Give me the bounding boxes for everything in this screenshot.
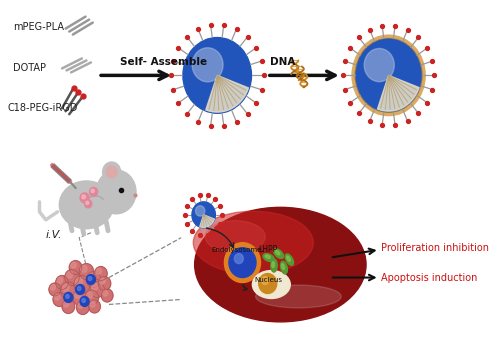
Circle shape (76, 300, 89, 314)
Circle shape (76, 285, 84, 294)
Circle shape (62, 284, 69, 291)
Ellipse shape (194, 207, 366, 322)
Circle shape (66, 294, 70, 298)
Circle shape (224, 243, 260, 283)
FancyArrowPatch shape (206, 228, 234, 248)
Circle shape (94, 267, 107, 281)
Text: DOTAP: DOTAP (14, 64, 46, 73)
Ellipse shape (263, 254, 274, 262)
Circle shape (56, 275, 68, 290)
Circle shape (64, 292, 73, 303)
Circle shape (66, 271, 72, 279)
Circle shape (192, 202, 216, 228)
Circle shape (90, 282, 104, 297)
Ellipse shape (280, 261, 287, 274)
Ellipse shape (60, 181, 114, 229)
Circle shape (70, 262, 76, 268)
Circle shape (86, 274, 96, 285)
Circle shape (96, 268, 102, 274)
Circle shape (60, 282, 76, 299)
Circle shape (76, 277, 82, 285)
Circle shape (88, 273, 94, 280)
Polygon shape (200, 215, 214, 227)
Circle shape (50, 284, 56, 290)
Circle shape (80, 193, 89, 203)
Circle shape (74, 275, 90, 293)
Circle shape (100, 278, 105, 284)
Ellipse shape (286, 256, 290, 261)
Circle shape (86, 271, 101, 288)
Circle shape (90, 301, 95, 307)
FancyArrowPatch shape (243, 284, 247, 290)
Circle shape (64, 301, 69, 307)
Text: Nucleus: Nucleus (254, 276, 282, 283)
Circle shape (88, 300, 101, 313)
Circle shape (85, 290, 98, 305)
Circle shape (54, 294, 60, 300)
Circle shape (80, 296, 89, 307)
Circle shape (258, 273, 276, 293)
Circle shape (78, 287, 81, 290)
Ellipse shape (252, 271, 290, 298)
Circle shape (192, 48, 223, 82)
Circle shape (53, 292, 66, 307)
Circle shape (49, 283, 60, 296)
Text: C18-PEG-iRGD: C18-PEG-iRGD (8, 103, 78, 113)
Circle shape (84, 200, 92, 208)
Ellipse shape (265, 255, 270, 258)
Circle shape (102, 289, 113, 302)
Circle shape (86, 201, 88, 204)
Circle shape (102, 290, 108, 296)
Text: Endolysosome: Endolysosome (211, 247, 262, 253)
Ellipse shape (282, 264, 284, 269)
Circle shape (234, 254, 244, 264)
Circle shape (78, 302, 84, 308)
Text: mPEG-PLA: mPEG-PLA (14, 22, 64, 31)
Circle shape (229, 248, 256, 277)
Circle shape (79, 264, 94, 280)
Circle shape (88, 276, 92, 281)
Circle shape (106, 166, 117, 178)
Text: Self- Assemble: Self- Assemble (120, 57, 207, 67)
Circle shape (70, 261, 82, 274)
Circle shape (90, 188, 98, 196)
Circle shape (364, 48, 394, 82)
Circle shape (102, 162, 120, 182)
Circle shape (62, 299, 74, 313)
Circle shape (82, 195, 86, 199)
Polygon shape (378, 75, 419, 111)
Circle shape (196, 206, 205, 216)
Text: Proliferation inhibition: Proliferation inhibition (382, 243, 490, 253)
Circle shape (64, 270, 79, 286)
Circle shape (57, 277, 62, 283)
Ellipse shape (271, 259, 277, 272)
Circle shape (73, 290, 88, 306)
Ellipse shape (285, 254, 294, 265)
Text: DNA: DNA (270, 57, 295, 67)
Circle shape (98, 276, 111, 290)
Circle shape (92, 283, 98, 290)
Ellipse shape (194, 211, 314, 274)
Circle shape (183, 38, 252, 113)
Text: i.V.: i.V. (46, 230, 62, 240)
Circle shape (262, 276, 268, 285)
Circle shape (96, 170, 136, 214)
Ellipse shape (272, 262, 274, 268)
Ellipse shape (256, 285, 341, 308)
Circle shape (74, 291, 81, 298)
Polygon shape (206, 75, 248, 112)
Circle shape (355, 39, 422, 112)
Ellipse shape (276, 250, 280, 255)
Circle shape (82, 298, 86, 303)
Ellipse shape (206, 221, 265, 253)
Text: LHPP: LHPP (258, 245, 278, 254)
Ellipse shape (274, 249, 283, 259)
Text: Apoptosis induction: Apoptosis induction (382, 272, 478, 283)
Circle shape (86, 291, 92, 298)
Circle shape (80, 265, 87, 272)
Circle shape (91, 189, 94, 193)
